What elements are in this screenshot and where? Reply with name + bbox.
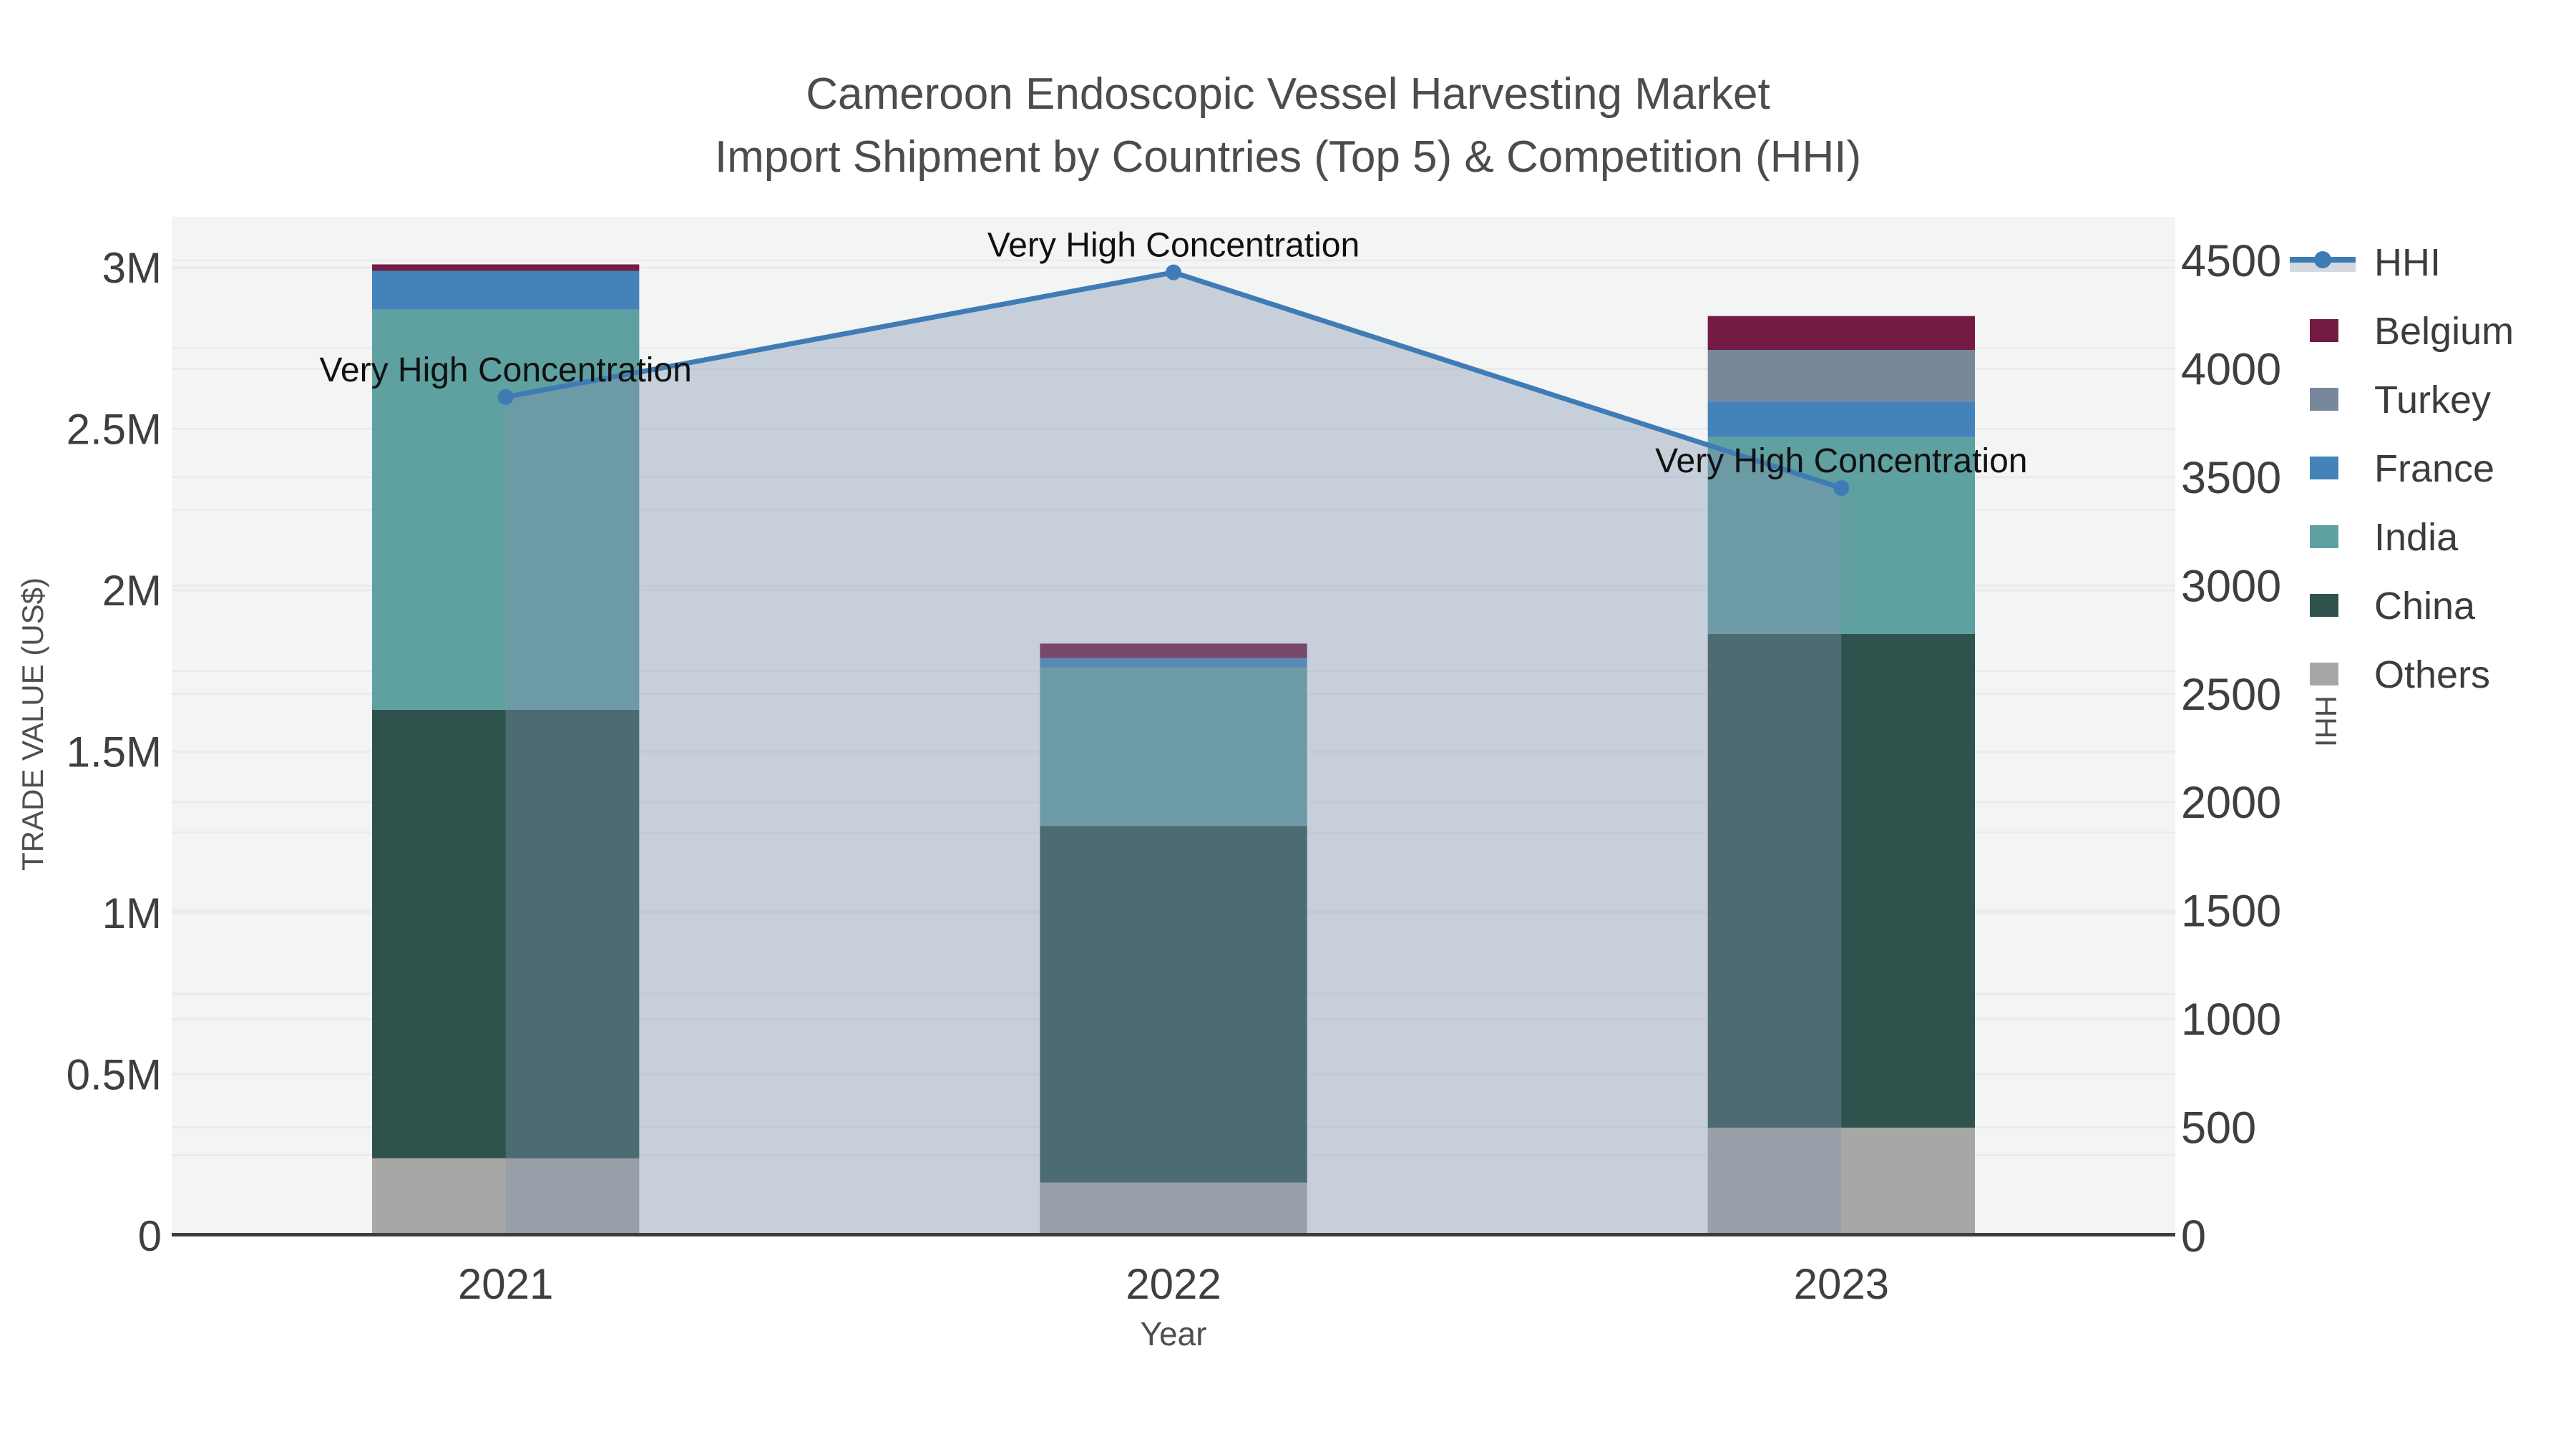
legend-swatch-china-icon [2310, 594, 2338, 617]
y-right-tick-label: 0 [2181, 1211, 2206, 1262]
annotation-2022: Very High Concentration [987, 227, 1360, 265]
legend-label: India [2374, 516, 2459, 559]
legend-swatch-belgium-icon [2310, 319, 2338, 342]
annotation-2023: Very High Concentration [1655, 442, 2027, 480]
y-left-tick-label: 3M [102, 244, 162, 292]
bar-others-2021[interactable] [372, 1158, 640, 1236]
y-axis-left-title: TRADE VALUE (US$) [16, 577, 49, 871]
bar-belgium-2022[interactable] [1040, 643, 1307, 658]
bar-belgium-2023[interactable] [1707, 316, 1975, 351]
legend-swatch-turkey-icon [2310, 388, 2338, 411]
hhi-marker-2023[interactable] [1833, 480, 1850, 497]
bar-china-2023[interactable] [1707, 633, 1975, 1128]
legend-label: Turkey [2374, 379, 2491, 421]
bar-belgium-2021[interactable] [372, 264, 640, 271]
bar-india-2021[interactable] [372, 309, 640, 710]
y-right-tick-label: 1000 [2181, 995, 2281, 1045]
y-axis-right-title: HHI [2309, 696, 2343, 747]
legend-item-france[interactable]: France [2310, 447, 2494, 490]
bar-india-2022[interactable] [1040, 668, 1307, 826]
hhi-marker-2022[interactable] [1166, 264, 1181, 280]
legend-item-india[interactable]: India [2310, 516, 2459, 559]
y-right-tick-label: 3500 [2181, 453, 2281, 503]
y-left-tick-label: 1M [102, 889, 162, 937]
x-tick-label-2023: 2023 [1794, 1260, 1889, 1308]
bar-others-2023[interactable] [1707, 1127, 1975, 1236]
legend-item-turkey[interactable]: Turkey [2310, 379, 2491, 421]
bar-turkey-2023[interactable] [1707, 350, 1975, 402]
y-right-tick-label: 1500 [2181, 887, 2281, 937]
y-left-tick-label: 2.5M [67, 406, 162, 454]
x-axis-title: Year [1141, 1315, 1207, 1352]
legend-item-others[interactable]: Others [2310, 653, 2490, 696]
x-tick-label-2022: 2022 [1126, 1260, 1221, 1308]
bar-france-2022[interactable] [1040, 658, 1307, 668]
hhi-marker-2021[interactable] [497, 389, 514, 405]
legend-item-china[interactable]: China [2310, 585, 2476, 628]
y-left-tick-label: 1.5M [67, 728, 162, 776]
bar-india-2023[interactable] [1707, 436, 1975, 634]
annotation-2021: Very High Concentration [320, 351, 692, 389]
legend-label: HHI [2374, 241, 2441, 284]
y-right-tick-label: 2000 [2181, 778, 2281, 828]
x-tick-label-2021: 2021 [458, 1260, 553, 1308]
legend-background [2281, 230, 2576, 738]
hhi-area-fill [505, 272, 1842, 1236]
y-right-tick-label: 4000 [2181, 344, 2281, 394]
legend-item-belgium[interactable]: Belgium [2310, 310, 2514, 353]
y-left-tick-label: 0.5M [67, 1051, 162, 1099]
y-right-tick-label: 4500 [2181, 236, 2281, 286]
bar-france-2023[interactable] [1707, 401, 1975, 437]
bar-france-2021[interactable] [372, 270, 640, 310]
bar-china-2022[interactable] [1040, 826, 1307, 1183]
legend-swatch-others-icon [2310, 663, 2338, 686]
chart-title: Cameroon Endoscopic Vessel Harvesting Ma… [806, 69, 1770, 119]
legend-label: Belgium [2374, 310, 2514, 353]
chart-subtitle: Import Shipment by Countries (Top 5) & C… [715, 132, 1861, 182]
y-left-tick-label: 0 [138, 1212, 162, 1260]
y-right-tick-label: 500 [2181, 1103, 2256, 1153]
legend-item-hhi[interactable]: HHI [2290, 241, 2441, 284]
legend-label: Others [2374, 653, 2490, 696]
legend-swatch-france-icon [2310, 457, 2338, 479]
legend-label: China [2374, 585, 2476, 628]
bar-others-2022[interactable] [1040, 1182, 1307, 1236]
y-right-tick-label: 2500 [2181, 670, 2281, 720]
legend-swatch-india-icon [2310, 525, 2338, 548]
y-left-tick-label: 2M [102, 567, 162, 615]
bar-china-2021[interactable] [372, 709, 640, 1158]
hhi-legend-marker-icon [2314, 251, 2331, 268]
y-right-tick-label: 3000 [2181, 561, 2281, 611]
legend-label: France [2374, 447, 2494, 490]
